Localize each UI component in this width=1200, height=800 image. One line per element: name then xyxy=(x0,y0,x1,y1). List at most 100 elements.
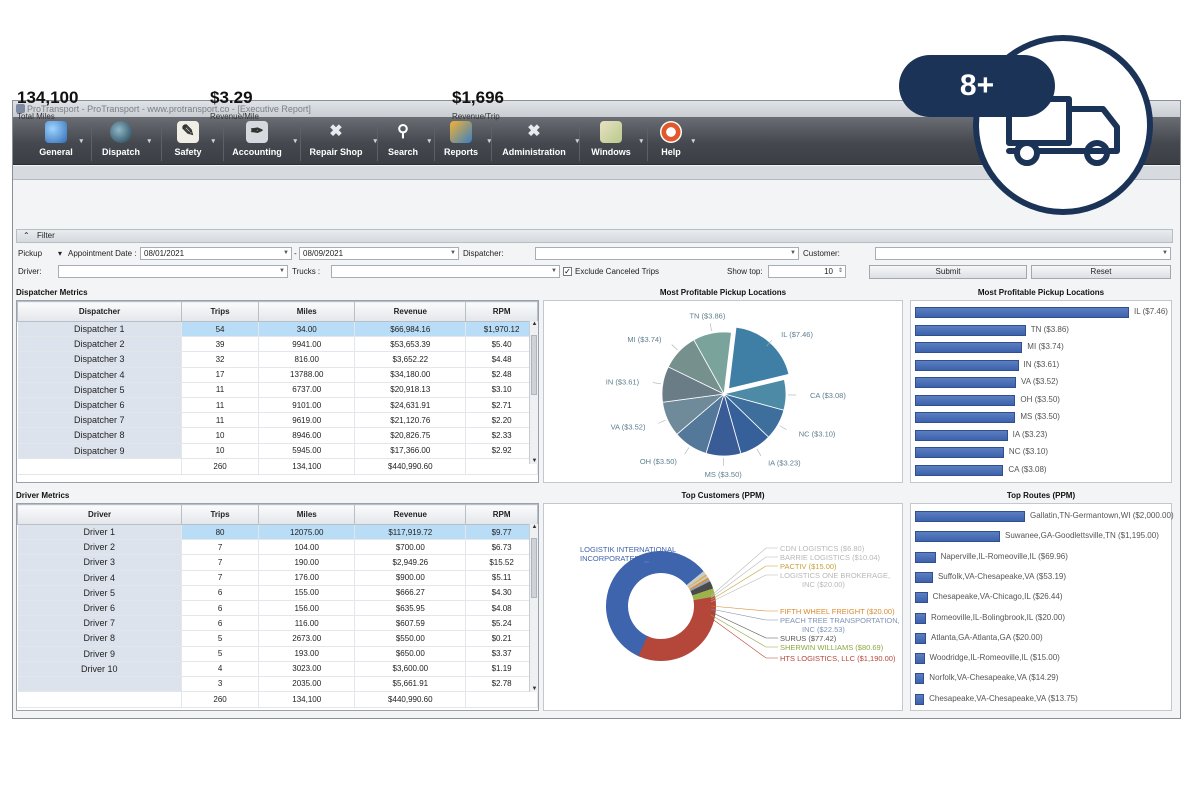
table-row[interactable]: Dispatcher 2 39 9941.00 $53,653.39 $5.40 xyxy=(17,336,538,353)
bar[interactable] xyxy=(915,531,1001,543)
table-row[interactable]: Driver 6 6 156.00 $635.95 $4.08 xyxy=(17,600,538,617)
toolbar-windows-button[interactable]: Windows ▾ xyxy=(589,121,643,163)
toolbar-help-button[interactable]: Help ▾ xyxy=(657,121,695,163)
column-header[interactable]: Revenue xyxy=(354,504,467,525)
column-header[interactable]: Dispatcher xyxy=(16,301,183,322)
show-top-stepper[interactable]: 10 ⇕ xyxy=(768,265,846,278)
bar[interactable] xyxy=(915,324,1026,336)
table-row[interactable]: Driver 2 7 104.00 $700.00 $6.73 xyxy=(17,539,538,556)
donut-leader-line xyxy=(710,574,778,603)
bar[interactable] xyxy=(915,394,1016,406)
pickup-dropdown-icon[interactable]: ▾ xyxy=(58,249,63,258)
column-header[interactable]: Driver xyxy=(16,504,183,525)
pie-slice[interactable] xyxy=(693,331,732,396)
date-from-input[interactable]: 08/01/2021 ▼ xyxy=(140,247,292,260)
table-row[interactable]: Driver 1 80 12075.00 $117,919.72 $9.77 xyxy=(17,524,538,541)
bar[interactable] xyxy=(915,412,1016,423)
bar[interactable] xyxy=(915,377,1016,388)
column-header[interactable]: Revenue xyxy=(354,301,467,322)
toolbar-general-button[interactable]: General ▾ xyxy=(39,121,83,163)
collapse-chevron-icon[interactable]: ⌃ xyxy=(23,231,30,240)
donut-segment[interactable] xyxy=(690,581,714,596)
bar[interactable] xyxy=(915,612,926,624)
toolbar-accounting-button[interactable]: ✒ Accounting ▾ xyxy=(232,121,297,157)
donut-segment[interactable] xyxy=(687,572,706,588)
driver-scrollbar[interactable]: ▲ ▼ xyxy=(529,524,538,692)
toolbar-administration-button[interactable]: ✖ Administration ▾ xyxy=(502,123,579,157)
table-row[interactable]: Dispatcher 7 11 9619.00 $21,120.76 $2.20 xyxy=(17,412,538,429)
column-header[interactable]: RPM xyxy=(465,504,538,525)
table-row[interactable]: Driver 3 7 190.00 $2,949.26 $15.52 xyxy=(17,554,538,571)
bar-label: Romeoville,IL-Bolingbrook,IL ($20.00) xyxy=(931,612,1065,622)
column-header[interactable]: Trips xyxy=(181,504,260,525)
toolbar-safety-button[interactable]: ✎ Safety ▾ xyxy=(174,121,215,157)
column-header[interactable]: RPM xyxy=(465,301,538,322)
dispatcher-scrollbar[interactable]: ▲ ▼ xyxy=(529,321,538,464)
totals-row: 260 134,100 $440,990.60 xyxy=(17,457,538,475)
donut-segment[interactable] xyxy=(687,574,708,588)
trucks-select[interactable]: ▼ xyxy=(331,265,560,278)
donut-segment[interactable] xyxy=(686,571,705,587)
submit-button[interactable]: Submit xyxy=(869,265,1027,279)
donut-segment[interactable] xyxy=(692,588,716,601)
bar-label: CA ($3.08) xyxy=(1008,464,1047,474)
table-row[interactable]: Dispatcher 4 17 13788.00 $34,180.00 $2.48 xyxy=(17,367,538,383)
donut-segment[interactable] xyxy=(638,596,716,661)
table-row[interactable]: Driver 10 4 3023.00 $3,600.00 $1.19 xyxy=(17,661,538,677)
bar[interactable] xyxy=(915,511,1025,522)
bar[interactable] xyxy=(915,359,1019,371)
bar[interactable] xyxy=(915,342,1023,353)
toolbar-search-button[interactable]: ⚲ Search ▾ xyxy=(387,123,431,157)
donut-segment[interactable] xyxy=(689,577,710,591)
table-row[interactable]: Dispatcher 6 11 9101.00 $24,631.91 $2.71 xyxy=(17,397,538,414)
table-cell: $900.00 xyxy=(354,570,467,586)
toolbar-reports-button[interactable]: Reports ▾ xyxy=(441,121,491,163)
table-row[interactable]: Driver 8 5 2673.00 $550.00 $0.21 xyxy=(17,630,538,647)
table-row[interactable]: Driver 5 6 155.00 $666.27 $4.30 xyxy=(17,585,538,601)
bar[interactable] xyxy=(915,673,925,685)
bar[interactable] xyxy=(915,551,936,563)
table-row[interactable]: Dispatcher 8 10 8946.00 $20,826.75 $2.33 xyxy=(17,427,538,444)
donut-segment[interactable] xyxy=(688,575,709,589)
table-cell: Driver 2 xyxy=(17,539,183,556)
table-cell: Dispatcher 2 xyxy=(17,336,183,353)
bar[interactable] xyxy=(915,429,1008,441)
column-header[interactable]: Miles xyxy=(258,301,356,322)
toolbar-dispatch-button[interactable]: Dispatch ▾ xyxy=(101,121,151,163)
bar[interactable] xyxy=(915,592,928,604)
table-row[interactable]: Dispatcher 3 32 816.00 $3,652.22 $4.48 xyxy=(17,351,538,368)
pie-leader-line xyxy=(671,344,678,351)
table-row[interactable]: Driver 7 6 116.00 $607.59 $5.24 xyxy=(17,615,538,632)
table-row[interactable]: Driver 4 7 176.00 $900.00 $5.11 xyxy=(17,570,538,586)
bar[interactable] xyxy=(915,571,933,583)
table-cell: $34,180.00 xyxy=(354,367,467,383)
customer-select[interactable]: ▼ xyxy=(875,247,1171,260)
bar[interactable] xyxy=(915,693,925,705)
table-row[interactable]: Dispatcher 5 11 6737.00 $20,918.13 $3.10 xyxy=(17,382,538,398)
exclude-canceled-checkbox[interactable]: ✓ xyxy=(563,267,572,276)
pie-slice[interactable] xyxy=(728,326,790,390)
donut-segment[interactable] xyxy=(689,579,711,592)
toolbar-repair-shop-button[interactable]: ✖ Repair Shop ▾ xyxy=(309,123,377,157)
table-row[interactable]: Driver 9 5 193.00 $650.00 $3.37 xyxy=(17,646,538,662)
date-to-input[interactable]: 08/09/2021 ▼ xyxy=(299,247,459,260)
column-header[interactable]: Miles xyxy=(258,504,356,525)
bar[interactable] xyxy=(915,447,1004,458)
table-row[interactable]: Dispatcher 1 54 34.00 $66,984.16 $1,970.12 xyxy=(17,321,538,338)
driver-select[interactable]: ▼ xyxy=(58,265,288,278)
date-field-label[interactable]: Appointment Date : xyxy=(68,249,137,258)
table-row[interactable]: Dispatcher 9 10 5945.00 $17,366.00 $2.92 xyxy=(17,443,538,459)
donut-segment[interactable] xyxy=(606,551,704,658)
reset-button[interactable]: Reset xyxy=(1031,265,1171,279)
bar[interactable] xyxy=(915,464,1004,476)
dispatcher-select[interactable]: ▼ xyxy=(535,247,799,260)
column-header[interactable]: Trips xyxy=(181,301,260,322)
filter-header[interactable]: ⌃ Filter xyxy=(16,229,1173,243)
bar[interactable] xyxy=(915,632,926,644)
table-cell: 17 xyxy=(181,367,260,383)
table-row[interactable]: 3 2035.00 $5,661.91 $2.78 xyxy=(17,676,538,693)
kpi-revenue-trip: $1,696 Revenue/Trip xyxy=(452,88,504,121)
bar[interactable] xyxy=(915,653,925,665)
kpi-revenue-mile: $3.29 Revenue/Mile xyxy=(210,88,259,121)
bar[interactable] xyxy=(915,307,1129,318)
